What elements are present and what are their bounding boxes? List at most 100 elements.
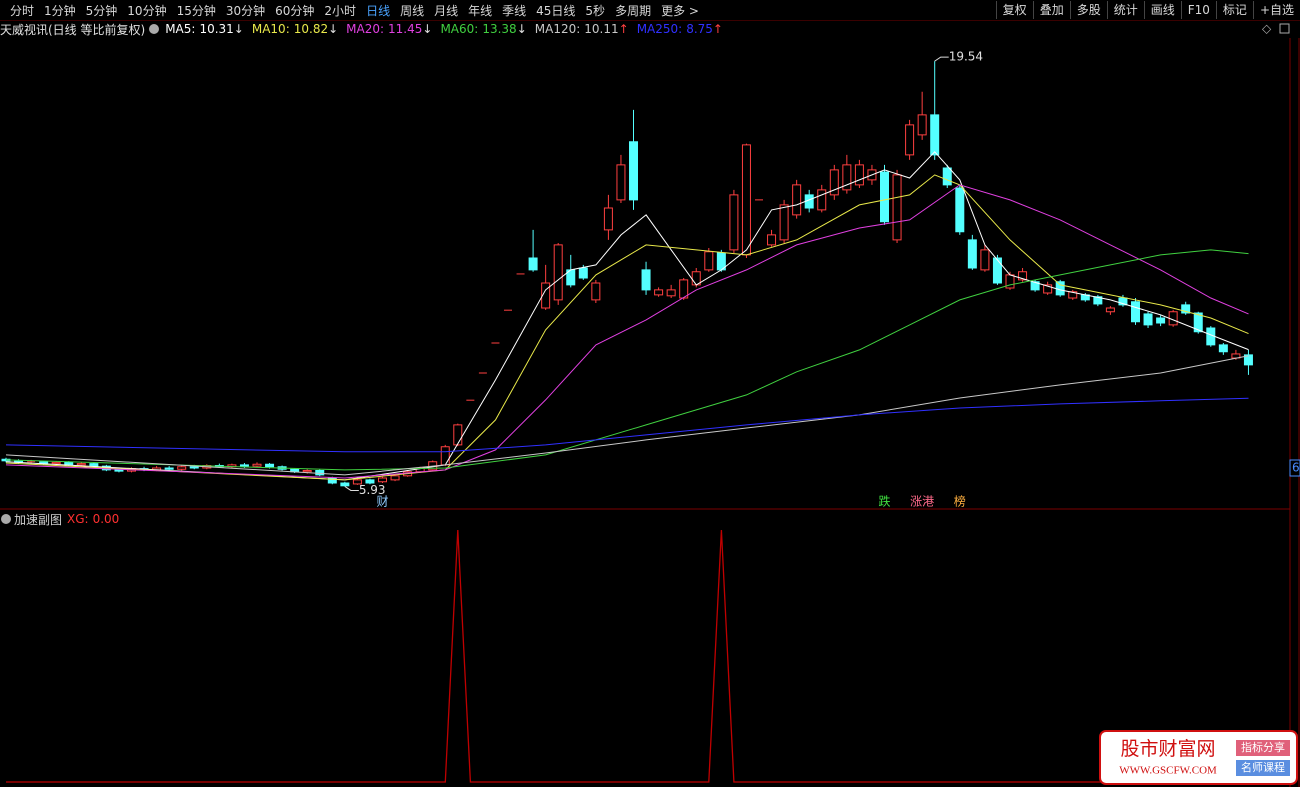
candle-body bbox=[553, 244, 563, 301]
period-tab[interactable]: 5分钟 bbox=[85, 3, 118, 18]
candle-body bbox=[741, 144, 751, 256]
candle-body bbox=[164, 467, 174, 470]
candle-body bbox=[955, 187, 965, 233]
period-tab[interactable]: 更多 > bbox=[661, 3, 699, 18]
candle-body bbox=[541, 282, 551, 309]
small-icon: ◇ bbox=[1262, 22, 1272, 36]
candle-body bbox=[114, 469, 124, 472]
period-tab[interactable]: 30分钟 bbox=[225, 3, 266, 18]
ma-legend: MA250: 8.75↑ bbox=[637, 22, 723, 36]
ma-arrow: ↑ bbox=[618, 22, 629, 36]
annotation-label: 19.54 bbox=[949, 50, 983, 64]
event-marker: 财 bbox=[376, 495, 388, 509]
ma-label: MA250: bbox=[636, 22, 683, 36]
candle-body bbox=[189, 466, 199, 469]
candle-body bbox=[1105, 307, 1115, 313]
period-tab[interactable]: 日线 bbox=[366, 3, 391, 18]
price-axis-tag bbox=[1289, 459, 1300, 477]
candle-body bbox=[967, 239, 977, 269]
candle-body bbox=[1193, 312, 1203, 333]
ma-legend: MA60: 13.38↓ bbox=[440, 22, 526, 36]
candle-body bbox=[1018, 271, 1028, 281]
tool-button[interactable]: 叠加 bbox=[1032, 1, 1070, 19]
tool-button[interactable]: 多股 bbox=[1069, 1, 1107, 19]
candle-body bbox=[591, 282, 601, 301]
ma-arrow: ↓ bbox=[328, 22, 339, 36]
tool-button[interactable]: 标记 bbox=[1215, 1, 1253, 19]
candle-body bbox=[76, 463, 86, 466]
period-tab[interactable]: 2小时 bbox=[324, 3, 357, 18]
candle-body bbox=[89, 463, 99, 467]
ma-legend: MA10: 10.82↓ bbox=[252, 22, 338, 36]
menu-icon[interactable] bbox=[149, 24, 160, 34]
ma-label: MA120: bbox=[534, 22, 581, 36]
ma-value: 8.75 bbox=[686, 22, 713, 36]
annotation-label: 5.93 bbox=[359, 483, 386, 497]
tool-buttons: 复权 叠加 多股 统计 画线 F10 标记 +自选 bbox=[995, 0, 1300, 20]
ma-line bbox=[5, 355, 1249, 476]
candle-body bbox=[917, 114, 927, 136]
candle-body bbox=[942, 167, 952, 186]
period-tab[interactable]: 多周期 bbox=[615, 3, 652, 18]
candle-body bbox=[177, 466, 187, 470]
period-tab[interactable]: 10分钟 bbox=[127, 3, 167, 18]
candle-body bbox=[880, 171, 889, 223]
ma-label: MA5: bbox=[165, 22, 196, 36]
tool-button[interactable]: F10 bbox=[1180, 1, 1216, 19]
tool-button[interactable]: 统计 bbox=[1106, 1, 1144, 19]
candle-body bbox=[992, 257, 1002, 284]
ma-label: MA60: bbox=[440, 22, 479, 36]
watermark-tag: 名师课程 bbox=[1241, 760, 1285, 774]
tool-button[interactable]: 复权 bbox=[995, 1, 1033, 19]
candle-body bbox=[792, 184, 802, 216]
period-tab[interactable]: 年线 bbox=[468, 3, 493, 18]
period-tab[interactable]: 5秒 bbox=[585, 3, 606, 18]
ma-arrow: ↑ bbox=[712, 22, 723, 36]
watermark-tag: 指标分享 bbox=[1241, 740, 1285, 754]
candle-body bbox=[51, 461, 61, 465]
tool-button[interactable]: 画线 bbox=[1143, 1, 1181, 19]
candle-body bbox=[1218, 344, 1228, 353]
candle-body bbox=[767, 234, 777, 246]
ma-value: 11.45 bbox=[388, 22, 423, 36]
candle-body bbox=[1181, 304, 1191, 314]
period-tab[interactable]: 季线 bbox=[502, 3, 527, 18]
tool-button[interactable]: +自选 bbox=[1252, 1, 1300, 19]
period-tab[interactable]: 45日线 bbox=[536, 3, 576, 18]
annotation-pointer bbox=[934, 56, 949, 62]
candle-body bbox=[365, 479, 375, 484]
toolbar: 分时 1分钟 5分钟 10分钟 15分钟 30分钟 60分钟 2小时 日线 周线 月线 年线 季线 45日… bbox=[0, 0, 1300, 21]
chart-header: 天威视讯(日线 等比前复权) MA5: 10.31↓ MA10: 10.82↓ MA20… bbox=[0, 20, 731, 38]
candle-body bbox=[1055, 281, 1065, 296]
period-tab[interactable]: 15分钟 bbox=[176, 3, 216, 18]
period-tab[interactable]: 分时 bbox=[10, 3, 35, 18]
candle-body bbox=[905, 124, 915, 156]
ma-line bbox=[5, 184, 1249, 479]
candle-body bbox=[892, 174, 902, 241]
watermark-name: 股市财富网 bbox=[1120, 738, 1215, 760]
candle-body bbox=[315, 470, 325, 476]
candle-body bbox=[980, 249, 990, 271]
period-tab[interactable]: 1分钟 bbox=[44, 3, 76, 18]
candle-body bbox=[453, 424, 463, 446]
candle-body bbox=[704, 251, 714, 271]
period-tabs: 分时 1分钟 5分钟 10分钟 15分钟 30分钟 60分钟 2小时 日线 周线 月线 年线 季线 45日… bbox=[0, 0, 699, 20]
candle-body bbox=[1143, 313, 1153, 326]
candle-body bbox=[666, 289, 676, 297]
candle-body bbox=[629, 141, 638, 201]
period-tab[interactable]: 周线 bbox=[400, 3, 425, 18]
watermark-url: WWW.GSCFW.COM bbox=[1119, 765, 1217, 777]
ma-line bbox=[5, 397, 1249, 453]
period-tab[interactable]: 60分钟 bbox=[275, 3, 315, 18]
stock-title: 天威视讯(日线 等比前复权) bbox=[0, 22, 146, 37]
candle-body bbox=[616, 164, 626, 201]
menu-icon[interactable] bbox=[1, 514, 11, 524]
candle-body bbox=[265, 463, 275, 468]
candle-body bbox=[779, 204, 789, 241]
period-tab[interactable]: 月线 bbox=[434, 3, 459, 18]
